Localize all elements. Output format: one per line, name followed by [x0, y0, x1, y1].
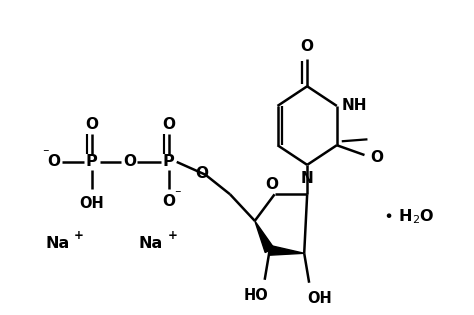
- Text: P: P: [163, 154, 175, 169]
- Text: O: O: [370, 150, 383, 164]
- Text: O: O: [123, 154, 136, 169]
- Text: +: +: [74, 229, 84, 242]
- Text: +: +: [168, 229, 178, 242]
- Polygon shape: [269, 245, 304, 255]
- Text: O: O: [162, 117, 175, 132]
- Text: ⁻: ⁻: [174, 188, 181, 201]
- Polygon shape: [255, 221, 274, 253]
- Text: Na: Na: [45, 236, 69, 251]
- Text: OH: OH: [308, 291, 332, 306]
- Text: O: O: [301, 39, 314, 54]
- Text: O: O: [48, 154, 61, 169]
- Text: O: O: [265, 177, 278, 192]
- Text: O: O: [85, 117, 98, 132]
- Text: NH: NH: [342, 98, 367, 113]
- Text: OH: OH: [79, 196, 104, 211]
- Text: HO: HO: [244, 288, 268, 303]
- Text: O: O: [162, 194, 175, 209]
- Text: P: P: [86, 154, 98, 169]
- Text: N: N: [301, 171, 313, 186]
- Text: $\bullet$ H$_2$O: $\bullet$ H$_2$O: [383, 208, 435, 226]
- Text: Na: Na: [139, 236, 163, 251]
- Text: O: O: [195, 166, 209, 181]
- Text: ⁻: ⁻: [42, 147, 49, 161]
